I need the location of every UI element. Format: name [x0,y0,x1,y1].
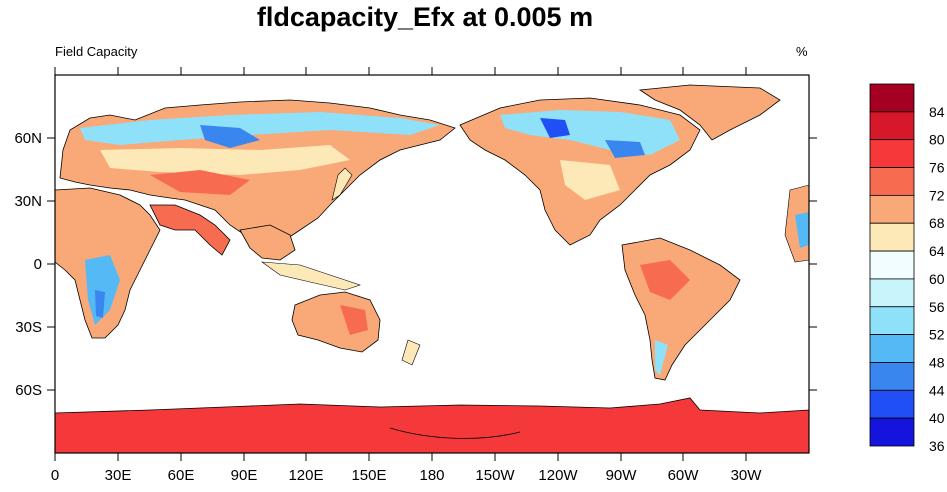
lat-label: 30S [15,319,42,336]
x-axis-ticks [54,67,747,461]
variable-label: Field Capacity [55,44,138,59]
colorbar-label: 64 [929,243,945,259]
lon-label: 150W [475,467,515,484]
colorbar-swatch [869,194,915,224]
lon-label: 90W [606,467,638,484]
y-axis-ticks [47,137,817,391]
lon-label: 120W [538,467,578,484]
colorbar-swatch [869,167,915,196]
australia-region [291,291,381,353]
lat-label: 30N [14,193,42,210]
colorbar-swatch [869,417,915,447]
units-label: % [796,44,808,59]
lon-label: 180 [419,467,444,484]
colorbar-swatch [869,222,915,252]
colorbar-label: 72 [929,187,945,203]
colorbar-swatch [869,362,915,391]
plot-title: fldcapacity_Efx at 0.005 m [256,2,594,32]
y-axis-labels: 60N 30N 0 30S 60S [14,130,42,399]
colorbar: 84 80 76 72 68 64 60 56 52 48 44 40 36 [869,83,945,454]
colorbar-label: 48 [929,354,945,370]
colorbar-swatch [869,278,915,308]
colorbar-label: 56 [929,299,945,315]
lon-label: 90E [231,467,258,484]
colorbar-label: 84 [929,104,945,120]
colorbar-swatch [869,83,915,113]
lat-label: 60S [15,382,42,399]
map-fields [55,75,809,453]
colorbar-label: 40 [929,410,945,426]
lon-label: 120E [288,467,323,484]
antarctica-region [55,397,809,453]
colorbar-label: 68 [929,215,945,231]
lat-label: 60N [14,130,42,147]
x-axis-labels: 0 30E 60E 90E 120E 150E 180 150W 120W 90… [51,467,762,484]
greenland-region [638,84,781,141]
colorbar-label: 36 [929,438,945,454]
lon-label: 30E [105,467,132,484]
colorbar-swatch [869,139,915,168]
lon-label: 150E [351,467,386,484]
colorbar-label: 52 [929,327,945,343]
colorbar-swatch [869,306,915,336]
colorbar-label: 44 [929,382,945,398]
colorbar-swatch [869,111,915,141]
colorbar-swatch [869,334,915,363]
colorbar-swatch [869,250,915,280]
lon-label: 0 [51,467,59,484]
lon-label: 60W [668,467,700,484]
colorbar-label: 60 [929,271,945,287]
south-asia-region [149,204,231,256]
colorbar-swatch [869,389,915,419]
lat-label: 0 [34,256,42,273]
colorbar-label: 80 [929,132,945,148]
lon-label: 30W [731,467,763,484]
lon-label: 60E [168,467,195,484]
colorbar-label: 76 [929,160,945,176]
